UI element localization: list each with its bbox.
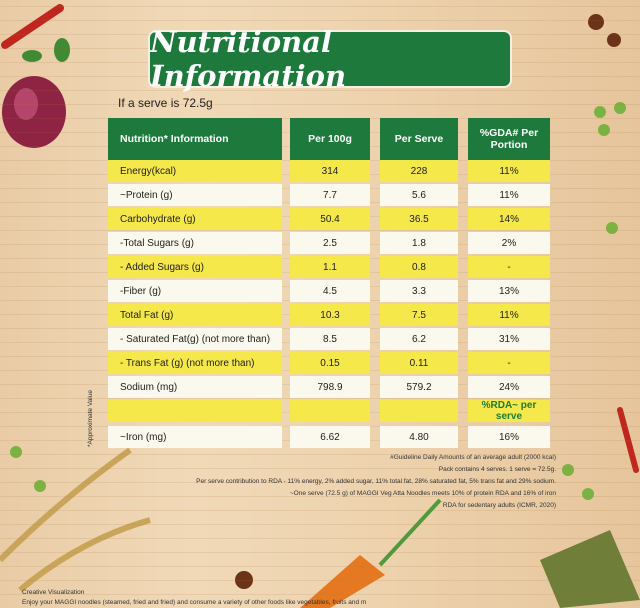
row-label: - Added Sugars (g) <box>108 256 282 278</box>
wood-grain <box>0 510 640 511</box>
value-cell: 6.2 <box>380 328 458 350</box>
column-header: Nutrition* Information <box>108 118 282 160</box>
wood-grain <box>0 468 640 469</box>
value-cell: 14% <box>468 208 550 230</box>
bottom-note: Enjoy your MAGGI noodles (steamed, fried… <box>22 599 367 606</box>
footnote: Per serve contribution to RDA - 11% ener… <box>196 478 556 485</box>
value-cell: 7.7 <box>290 184 370 206</box>
value-cell: 4.5 <box>290 280 370 302</box>
wood-grain <box>0 538 640 539</box>
row-label: ~Iron (mg) <box>108 426 282 448</box>
value-cell: - <box>468 256 550 278</box>
wood-grain <box>0 482 640 483</box>
value-cell: 4.80 <box>380 426 458 448</box>
bottom-note: Creative Visualization <box>22 589 85 596</box>
wood-grain <box>0 454 640 455</box>
row-label: -Fiber (g) <box>108 280 282 302</box>
value-cell: 3.3 <box>380 280 458 302</box>
value-cell: 228 <box>380 160 458 182</box>
side-note: *Approximate Value <box>86 390 94 447</box>
value-cell: 11% <box>468 304 550 326</box>
value-cell: 7.5 <box>380 304 458 326</box>
wood-grain <box>0 104 640 105</box>
value-cell: 0.8 <box>380 256 458 278</box>
wood-grain <box>0 566 640 567</box>
column-header: %GDA# Per Portion <box>468 118 550 160</box>
footnote: #Guideline Daily Amounts of an average a… <box>390 454 556 461</box>
value-cell: 11% <box>468 184 550 206</box>
value-cell: 10.3 <box>290 304 370 326</box>
row-label: -Total Sugars (g) <box>108 232 282 254</box>
wood-grain <box>0 524 640 525</box>
value-cell: 31% <box>468 328 550 350</box>
row-label: Carbohydrate (g) <box>108 208 282 230</box>
value-cell: - <box>468 352 550 374</box>
footnote: ~One serve (72.5 g) of MAGGI Veg Atta No… <box>289 490 556 497</box>
value-cell: 16% <box>468 426 550 448</box>
wood-grain <box>0 580 640 581</box>
wood-grain <box>0 90 640 91</box>
value-cell: 8.5 <box>290 328 370 350</box>
row-label: ~Protein (g) <box>108 184 282 206</box>
value-cell: 0.11 <box>380 352 458 374</box>
column-header: Per 100g <box>290 118 370 160</box>
value-cell: 1.8 <box>380 232 458 254</box>
footnote: RDA for sedentary adults (ICMR, 2020) <box>442 502 556 509</box>
value-cell: 50.4 <box>290 208 370 230</box>
footnote: Pack contains 4 serves. 1 serve = 72.5g. <box>438 466 556 473</box>
serve-note: If a serve is 72.5g <box>118 96 213 110</box>
row-label: Energy(kcal) <box>108 160 282 182</box>
value-cell: 24% <box>468 376 550 398</box>
value-cell: 798.9 <box>290 376 370 398</box>
value-cell: 1.1 <box>290 256 370 278</box>
value-cell: %RDA~ per serve <box>468 400 550 422</box>
wood-grain <box>0 496 640 497</box>
wood-grain <box>0 230 640 231</box>
value-cell: 0.15 <box>290 352 370 374</box>
value-cell: 13% <box>468 280 550 302</box>
row-label: - Trans Fat (g) (not more than) <box>108 352 282 374</box>
row-label: - Saturated Fat(g) (not more than) <box>108 328 282 350</box>
value-cell <box>290 400 370 422</box>
wood-grain <box>0 594 640 595</box>
wood-grain <box>0 6 640 7</box>
value-cell <box>380 400 458 422</box>
value-cell: 314 <box>290 160 370 182</box>
row-label: Total Fat (g) <box>108 304 282 326</box>
row-label: Sodium (mg) <box>108 376 282 398</box>
value-cell: 36.5 <box>380 208 458 230</box>
value-cell: 6.62 <box>290 426 370 448</box>
value-cell: 5.6 <box>380 184 458 206</box>
row-label <box>108 400 282 422</box>
value-cell: 2.5 <box>290 232 370 254</box>
column-header: Per Serve <box>380 118 458 160</box>
wood-grain <box>0 20 640 21</box>
value-cell: 579.2 <box>380 376 458 398</box>
wood-grain <box>0 398 640 399</box>
value-cell: 11% <box>468 160 550 182</box>
value-cell: 2% <box>468 232 550 254</box>
title-banner: Nutritional Information <box>148 25 512 93</box>
wood-grain <box>0 552 640 553</box>
